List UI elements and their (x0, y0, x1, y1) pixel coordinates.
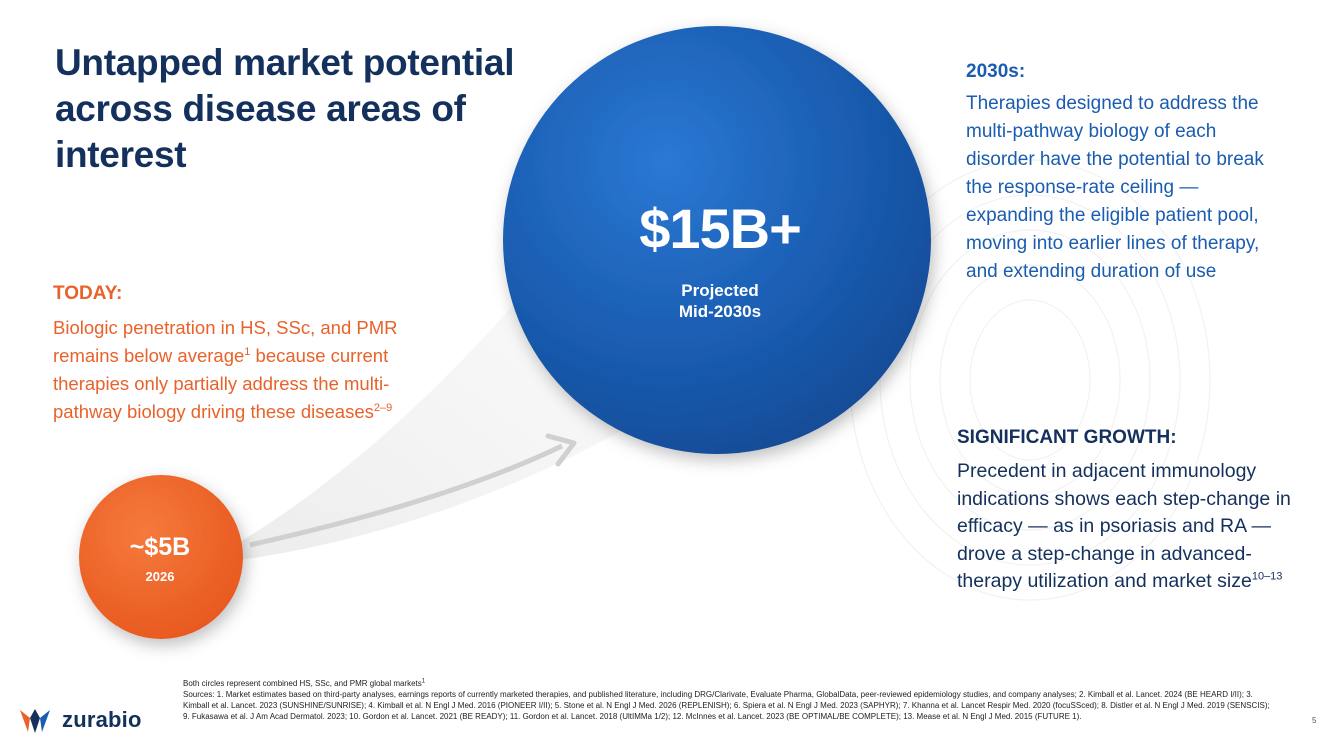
footnote-line1-sup: 1 (421, 678, 426, 685)
footnote: Both circles represent combined HS, SSc,… (183, 678, 1273, 722)
logo-text: zurabio (62, 707, 142, 732)
footnote-line1: Both circles represent combined HS, SSc,… (183, 678, 1273, 689)
growth-arrow (249, 443, 564, 548)
footnote-line1-text: Both circles represent combined HS, SSc,… (183, 679, 422, 688)
small-circle-value: ~$5B (129, 533, 191, 561)
big-circle-label-line2: Mid-2030s (678, 302, 762, 321)
company-logo: zurabio (18, 706, 142, 734)
arrow-head-icon (545, 433, 577, 467)
future-body: Therapies designed to address the multi-… (966, 93, 1264, 282)
today-body: Biologic penetration in HS, SSc, and PMR… (53, 314, 413, 426)
big-circle-value: $15B+ (639, 197, 802, 260)
small-market-circle (79, 475, 243, 639)
growth-sup: 10–13 (1251, 570, 1283, 583)
zurabio-logo-icon (20, 709, 50, 733)
today-sup-2: 2–9 (373, 401, 393, 414)
big-circle-label: Projected Mid-2030s (610, 280, 830, 322)
today-heading: TODAY: (53, 283, 123, 304)
growth-text: Precedent in adjacent immunology indicat… (957, 460, 1291, 592)
growth-heading: SIGNIFICANT GROWTH: (957, 427, 1177, 448)
today-sup-1: 1 (244, 345, 251, 358)
page-title: Untapped market potential across disease… (55, 42, 515, 175)
growth-body: Precedent in adjacent immunology indicat… (957, 458, 1302, 596)
small-circle-label: 2026 (145, 569, 175, 584)
footnote-sources: Sources: 1. Market estimates based on th… (183, 690, 1270, 721)
big-market-circle (503, 26, 931, 454)
page-number: 5 (1312, 716, 1317, 725)
today-text-2: because current therapies only partially… (53, 345, 390, 422)
future-heading: 2030s: (966, 61, 1026, 82)
today-text: Biologic penetration in HS, SSc, and PMR… (53, 317, 398, 366)
big-circle-label-line1: Projected (681, 281, 759, 300)
